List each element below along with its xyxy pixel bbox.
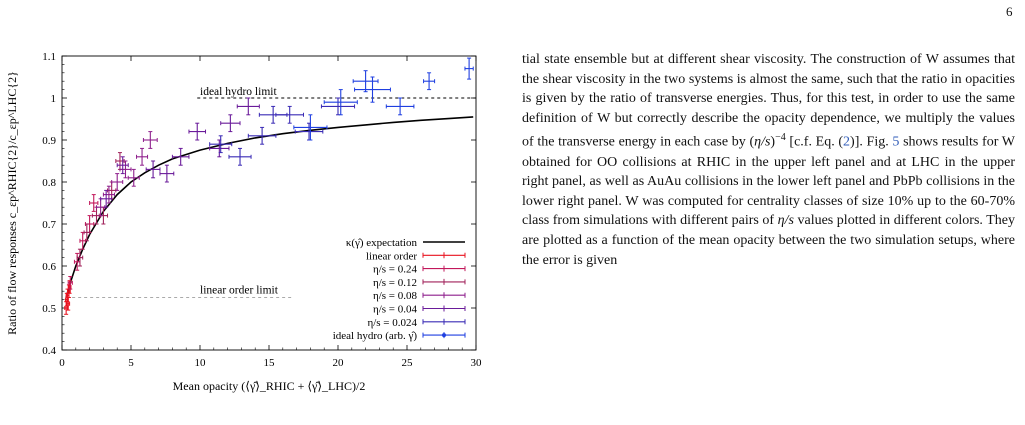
- y-tick-label: 0.5: [42, 303, 56, 315]
- linear-order-limit-label: linear order limit: [200, 285, 279, 297]
- expectation-curve: [65, 116, 474, 298]
- legend-label: η/s = 0.12: [373, 277, 417, 289]
- y-axis-label: Ratio of flow responses c_εp^RHIC{2}/c_ε…: [5, 71, 19, 335]
- body-text: tial state ensemble but at different she…: [522, 50, 1015, 270]
- figure: 0 5 10 15 20 25 30 0.4 0.5 0.6 0.7 0.8 0.9 1 1.1 Mean o…: [0, 44, 500, 420]
- legend-label: linear order: [366, 250, 417, 262]
- x-tick-label: 15: [264, 357, 276, 369]
- legend-label: η/s = 0.24: [373, 264, 418, 276]
- legend-swatch-marker: [442, 333, 446, 338]
- x-tick-label: 25: [402, 357, 414, 369]
- legend-label: η/s = 0.024: [367, 317, 417, 329]
- legend-label: ideal hydro (arb. γ̂): [333, 330, 418, 342]
- legend-label: κ(γ̂) expectation: [346, 237, 418, 249]
- x-tick-label: 20: [333, 357, 345, 369]
- y-tick-label: 0.6: [42, 261, 56, 273]
- page-number: 6: [1006, 4, 1013, 19]
- y-tick-label: 0.7: [42, 219, 56, 231]
- flow-response-chart: 0 5 10 15 20 25 30 0.4 0.5 0.6 0.7 0.8 0.9 1 1.1 Mean o…: [5, 51, 483, 393]
- y-tick-label: 0.8: [42, 177, 56, 189]
- x-tick-label: 10: [195, 357, 207, 369]
- x-axis-label: Mean opacity (⟨γ̂⟩_RHIC + ⟨γ̂⟩_LHC)/2: [173, 379, 366, 393]
- x-tick-label: 30: [471, 357, 483, 369]
- y-tick-label: 0.9: [42, 135, 56, 147]
- x-tick-label: 0: [59, 357, 65, 369]
- y-tick-label: 1: [51, 93, 57, 105]
- x-tick-label: 5: [128, 357, 134, 369]
- legend-label: η/s = 0.08: [373, 290, 418, 302]
- y-tick-label: 1.1: [42, 51, 56, 63]
- legend-label: η/s = 0.04: [373, 304, 418, 316]
- body-paragraph: tial state ensemble but at different she…: [522, 52, 1016, 268]
- y-tick-label: 0.4: [42, 345, 56, 357]
- ideal-hydro-limit-label: ideal hydro limit: [200, 86, 277, 98]
